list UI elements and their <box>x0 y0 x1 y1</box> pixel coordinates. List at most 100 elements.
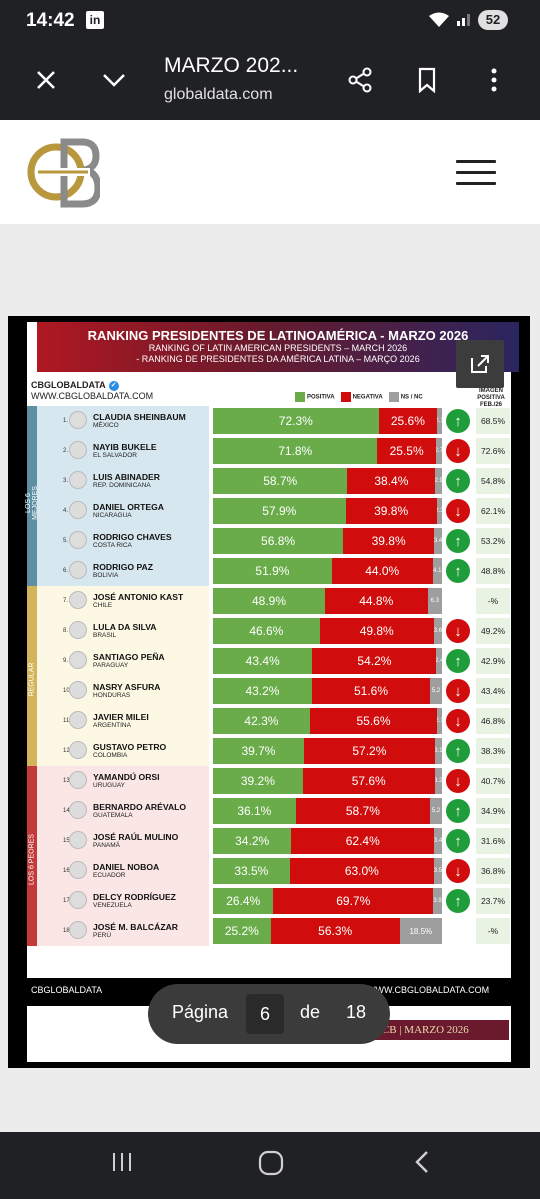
rank-number: 18. <box>63 928 72 934</box>
negative-segment: 39.8% <box>343 528 435 554</box>
feb-image-value: 23.7% <box>476 888 510 914</box>
bookmark-icon[interactable] <box>407 60 447 100</box>
pager-current-page[interactable]: 6 <box>246 994 284 1034</box>
page-title: MARZO 202... <box>164 54 299 77</box>
recent-apps-icon[interactable] <box>110 1150 134 1179</box>
approval-bar: 39.2% 57.6% 3.2 <box>213 768 442 794</box>
president-name: YAMANDÚ ORSI <box>93 772 160 782</box>
positive-segment: 39.7% <box>213 738 304 764</box>
cb-logo[interactable] <box>26 134 102 210</box>
feb-image-value: 38.3% <box>476 738 510 764</box>
rank-number: 17. <box>63 898 72 904</box>
pager-total: 18 <box>346 1002 367 1022</box>
approval-bar: 26.4% 69.7% 3.9 <box>213 888 442 914</box>
negative-segment: 44.0% <box>331 558 433 584</box>
infographic-title-banner: RANKING PRESIDENTES DE LATINOAMÉRICA - M… <box>37 322 519 372</box>
share-icon[interactable] <box>340 60 380 100</box>
rank-number: 12. <box>63 748 72 754</box>
president-name: RODRIGO CHAVES <box>93 532 172 542</box>
open-external-icon[interactable] <box>456 340 504 388</box>
president-photo <box>69 471 87 489</box>
negative-segment: 58.7% <box>295 798 431 824</box>
president-country: PERÚ <box>93 932 112 939</box>
president-photo <box>69 771 87 789</box>
president-country: PARAGUAY <box>93 662 129 669</box>
negative-segment: 55.6% <box>309 708 438 734</box>
legend-positive: POSITIVA <box>295 392 335 402</box>
feb-image-value: 34.9% <box>476 798 510 824</box>
approval-bar: 25.2% 56.3% 18.5% <box>213 918 442 944</box>
approval-bar: 43.4% 54.2% 2.4 <box>213 648 442 674</box>
president-photo <box>69 891 87 909</box>
nsnc-segment: 18.5% <box>399 918 442 944</box>
president-photo <box>69 561 87 579</box>
legend-negative: NEGATIVA <box>340 392 383 402</box>
pager-label: Página <box>172 1002 229 1022</box>
president-country: GUATEMALA <box>93 812 133 819</box>
infographic-subtitle-pt: - RANKING DE PRESIDENTES DA AMÉRICA LATI… <box>136 354 420 364</box>
president-photo <box>69 801 87 819</box>
webpage-content: RANKING PRESIDENTES DE LATINOAMÉRICA - M… <box>0 120 540 1132</box>
rank-number: 15. <box>63 838 72 844</box>
president-country: COLOMBIA <box>93 752 128 759</box>
president-photo <box>69 441 87 459</box>
group-best-background <box>37 406 209 586</box>
chevron-down-icon[interactable] <box>94 60 134 100</box>
infographic-subtitle-en: RANKING OF LATIN AMERICAN PRESIDENTS – M… <box>148 343 408 353</box>
president-photo <box>69 651 87 669</box>
negative-segment: 57.2% <box>303 738 435 764</box>
feb-image-value: 62.1% <box>476 498 510 524</box>
president-photo <box>69 501 87 519</box>
close-icon[interactable] <box>26 60 66 100</box>
group-worst-background <box>37 766 209 946</box>
positive-segment: 58.7% <box>213 468 348 494</box>
nsnc-segment: 2.1 <box>437 708 442 734</box>
rank-number: 6. <box>63 568 69 574</box>
menu-icon[interactable] <box>456 160 496 190</box>
ranking-infographic: RANKING PRESIDENTES DE LATINOAMÉRICA - M… <box>25 322 519 978</box>
feb-image-value: -% <box>476 918 510 944</box>
positive-segment: 51.9% <box>213 558 332 584</box>
feb-image-value: 43.4% <box>476 678 510 704</box>
president-photo <box>69 591 87 609</box>
rank-number: 5. <box>63 538 69 544</box>
president-name: NAYIB BUKELE <box>93 442 157 452</box>
android-nav-bar <box>0 1132 540 1199</box>
nsnc-segment: 5.2 <box>430 798 442 824</box>
ranking-row: 10. NASRY ASFURA HONDURAS 43.2% 51.6% 5.2 ↓ 43.… <box>27 676 511 706</box>
president-name: GUSTAVO PETRO <box>93 742 167 752</box>
president-country: ECUADOR <box>93 872 126 879</box>
nsnc-segment: 2.9 <box>435 468 442 494</box>
brand-block: CBGLOBALDATA ✓ WWW.CBGLOBALDATA.COM <box>31 380 153 402</box>
verified-icon: ✓ <box>108 380 119 391</box>
feb-image-value: 48.8% <box>476 558 510 584</box>
back-icon[interactable] <box>412 1150 432 1179</box>
positive-segment: 56.8% <box>213 528 344 554</box>
president-name: CLAUDIA SHEINBAUM <box>93 412 186 422</box>
approval-bar: 33.5% 63.0% 3.5 <box>213 858 442 884</box>
rank-number: 4. <box>63 508 69 514</box>
ranking-row: 1.CLAUDIA SHEINBAUMMÉXICO72.3%25.6%2.1↑6… <box>27 406 511 436</box>
negative-segment: 38.4% <box>347 468 436 494</box>
feb-image-value: -% <box>476 588 510 614</box>
home-icon[interactable] <box>258 1150 284 1181</box>
president-name: NASRY ASFURA <box>93 682 161 692</box>
positive-segment: 42.3% <box>213 708 310 734</box>
pager-of: de <box>300 1002 321 1022</box>
trend-down-arrow-icon: ↓ <box>446 679 470 703</box>
negative-segment: 44.8% <box>324 588 428 614</box>
rank-number: 2. <box>63 448 69 454</box>
president-country: BOLIVIA <box>93 572 119 579</box>
clock: 14:42 <box>26 10 75 31</box>
rank-number: 10. <box>63 688 72 694</box>
more-options-icon[interactable] <box>474 60 514 100</box>
rank-number: 11. <box>63 718 71 724</box>
negative-segment: 54.2% <box>312 648 437 674</box>
nsnc-segment: 6.3 <box>427 588 442 614</box>
positive-segment: 43.2% <box>213 678 312 704</box>
nsnc-segment: 2.4 <box>436 648 442 674</box>
footer-website: WWW.CBGLOBALDATA.COM <box>367 985 490 995</box>
positive-segment: 34.2% <box>213 828 292 854</box>
positive-segment: 46.6% <box>213 618 320 644</box>
negative-segment: 25.6% <box>378 408 438 434</box>
